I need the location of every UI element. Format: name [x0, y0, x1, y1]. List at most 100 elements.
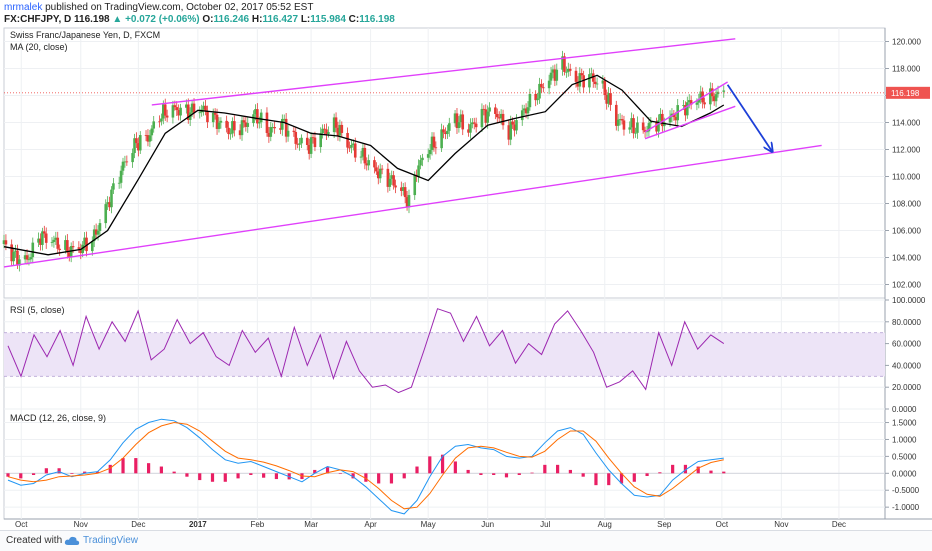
macd-hist-bar	[274, 473, 279, 480]
candle-body	[471, 122, 474, 125]
x-tick-label: Oct	[15, 520, 28, 529]
candle-body	[413, 174, 417, 196]
macd-hist-bar	[696, 466, 700, 474]
channel-upper-line	[151, 38, 736, 106]
candle-body	[712, 96, 716, 102]
candle-body	[313, 137, 317, 148]
candle-body	[325, 129, 328, 135]
macd-y-tick-label: 0.5000	[892, 452, 917, 461]
candle-body	[386, 168, 390, 187]
macd-y-tick-label: -0.5000	[892, 486, 920, 495]
macd-hist-bar	[6, 473, 10, 477]
candle-body	[321, 128, 324, 134]
author-link[interactable]: mrmalek	[4, 2, 43, 13]
chart-svg: Oct Nov Dec 2017 Feb Mar Apr May Jun Jul Aug Sep Oct…	[2, 27, 932, 529]
flag-lower-line	[644, 105, 736, 140]
candle-body	[407, 195, 411, 208]
macd-hist-bar	[428, 456, 432, 474]
candle-body	[340, 124, 344, 133]
macd-hist-bar	[479, 473, 483, 475]
candle-body	[150, 128, 154, 136]
candle-body	[348, 147, 351, 149]
main-y-tick-label: 112.000	[892, 146, 921, 155]
macd-hist-bar	[249, 473, 253, 475]
candle-body	[66, 240, 69, 253]
candle-body	[311, 137, 315, 139]
x-tick-label: Apr	[364, 520, 377, 529]
candle-body	[225, 120, 228, 128]
macd-y-tick-label: 1.5000	[892, 419, 917, 428]
candle-body	[238, 130, 242, 136]
candle-body	[609, 93, 612, 105]
candle-body	[390, 175, 394, 179]
candle-body	[85, 237, 88, 252]
candle-body	[112, 183, 115, 190]
rsi-band-fill	[4, 332, 885, 377]
macd-hist-bar	[504, 473, 509, 478]
candle-body	[202, 105, 205, 110]
cloud-logo-icon	[64, 536, 80, 545]
tradingview-brand[interactable]: TradingView	[83, 535, 139, 546]
candle-body	[265, 112, 269, 133]
candle-body	[578, 73, 582, 87]
macd-hist-bar	[121, 458, 125, 474]
candle-body	[474, 123, 478, 128]
ma-line	[3, 74, 725, 256]
candle-body	[148, 135, 152, 142]
candle-body	[582, 75, 585, 88]
publish-info: mrmalek published on TradingView.com, Oc…	[4, 2, 313, 13]
main-y-tick-label: 102.000	[892, 281, 921, 290]
candle-body	[185, 104, 188, 108]
macd-hist-bar	[492, 473, 496, 475]
main-y-tick-label: 110.000	[892, 173, 921, 182]
candle-body	[92, 229, 96, 242]
candle-body	[567, 68, 570, 72]
candle-body	[160, 118, 163, 122]
candle-body	[135, 138, 138, 144]
price-change: ▲ +0.072 (+0.06%)	[112, 14, 200, 25]
candle-body	[488, 107, 491, 112]
candle-body	[23, 255, 27, 260]
candle-body	[361, 147, 365, 157]
candle-body	[346, 132, 349, 148]
candle-body	[39, 238, 42, 245]
candle-body	[434, 147, 438, 149]
candle-body	[495, 113, 499, 118]
main-pane-title: Swiss Franc/Japanese Yen, D, FXCM	[10, 30, 160, 40]
candle-body	[662, 122, 666, 127]
candle-body	[417, 165, 420, 177]
candle-body	[509, 121, 513, 140]
candle-body	[618, 119, 622, 120]
candle-body	[426, 154, 430, 158]
candle-body	[108, 202, 111, 208]
pane-labels: Swiss Franc/Japanese Yen, D, FXCM MA (20…	[10, 30, 160, 423]
candle-body	[444, 132, 447, 135]
candle-body	[461, 114, 465, 130]
candle-body	[307, 144, 311, 154]
candle-body	[674, 117, 678, 121]
low-value: 115.984	[310, 14, 346, 25]
candle-body	[497, 117, 501, 119]
macd-hist-bar	[159, 466, 163, 474]
candle-body	[162, 104, 165, 119]
candle-body	[83, 237, 86, 245]
candle-body	[421, 157, 424, 161]
main-y-tick-label: 104.000	[892, 254, 921, 263]
candle-body	[4, 240, 8, 245]
candle-body	[484, 109, 488, 123]
candle-body	[77, 247, 81, 249]
macd-hist-bar	[517, 473, 521, 475]
macd-hist-bar	[722, 471, 726, 474]
main-y-tick-label: 108.000	[892, 200, 921, 209]
candle-body	[365, 163, 369, 166]
candle-body	[442, 129, 445, 133]
macd-hist-bar	[134, 458, 138, 474]
publish-text: published on TradingView.com, October 02…	[45, 2, 314, 13]
candle-body	[641, 122, 645, 131]
x-tick-label: Dec	[832, 520, 846, 529]
candle-body	[709, 88, 712, 105]
macd-hist-bar	[632, 473, 636, 482]
candle-body	[561, 56, 564, 70]
candle-body	[494, 107, 497, 114]
close-label: C:	[348, 14, 360, 25]
